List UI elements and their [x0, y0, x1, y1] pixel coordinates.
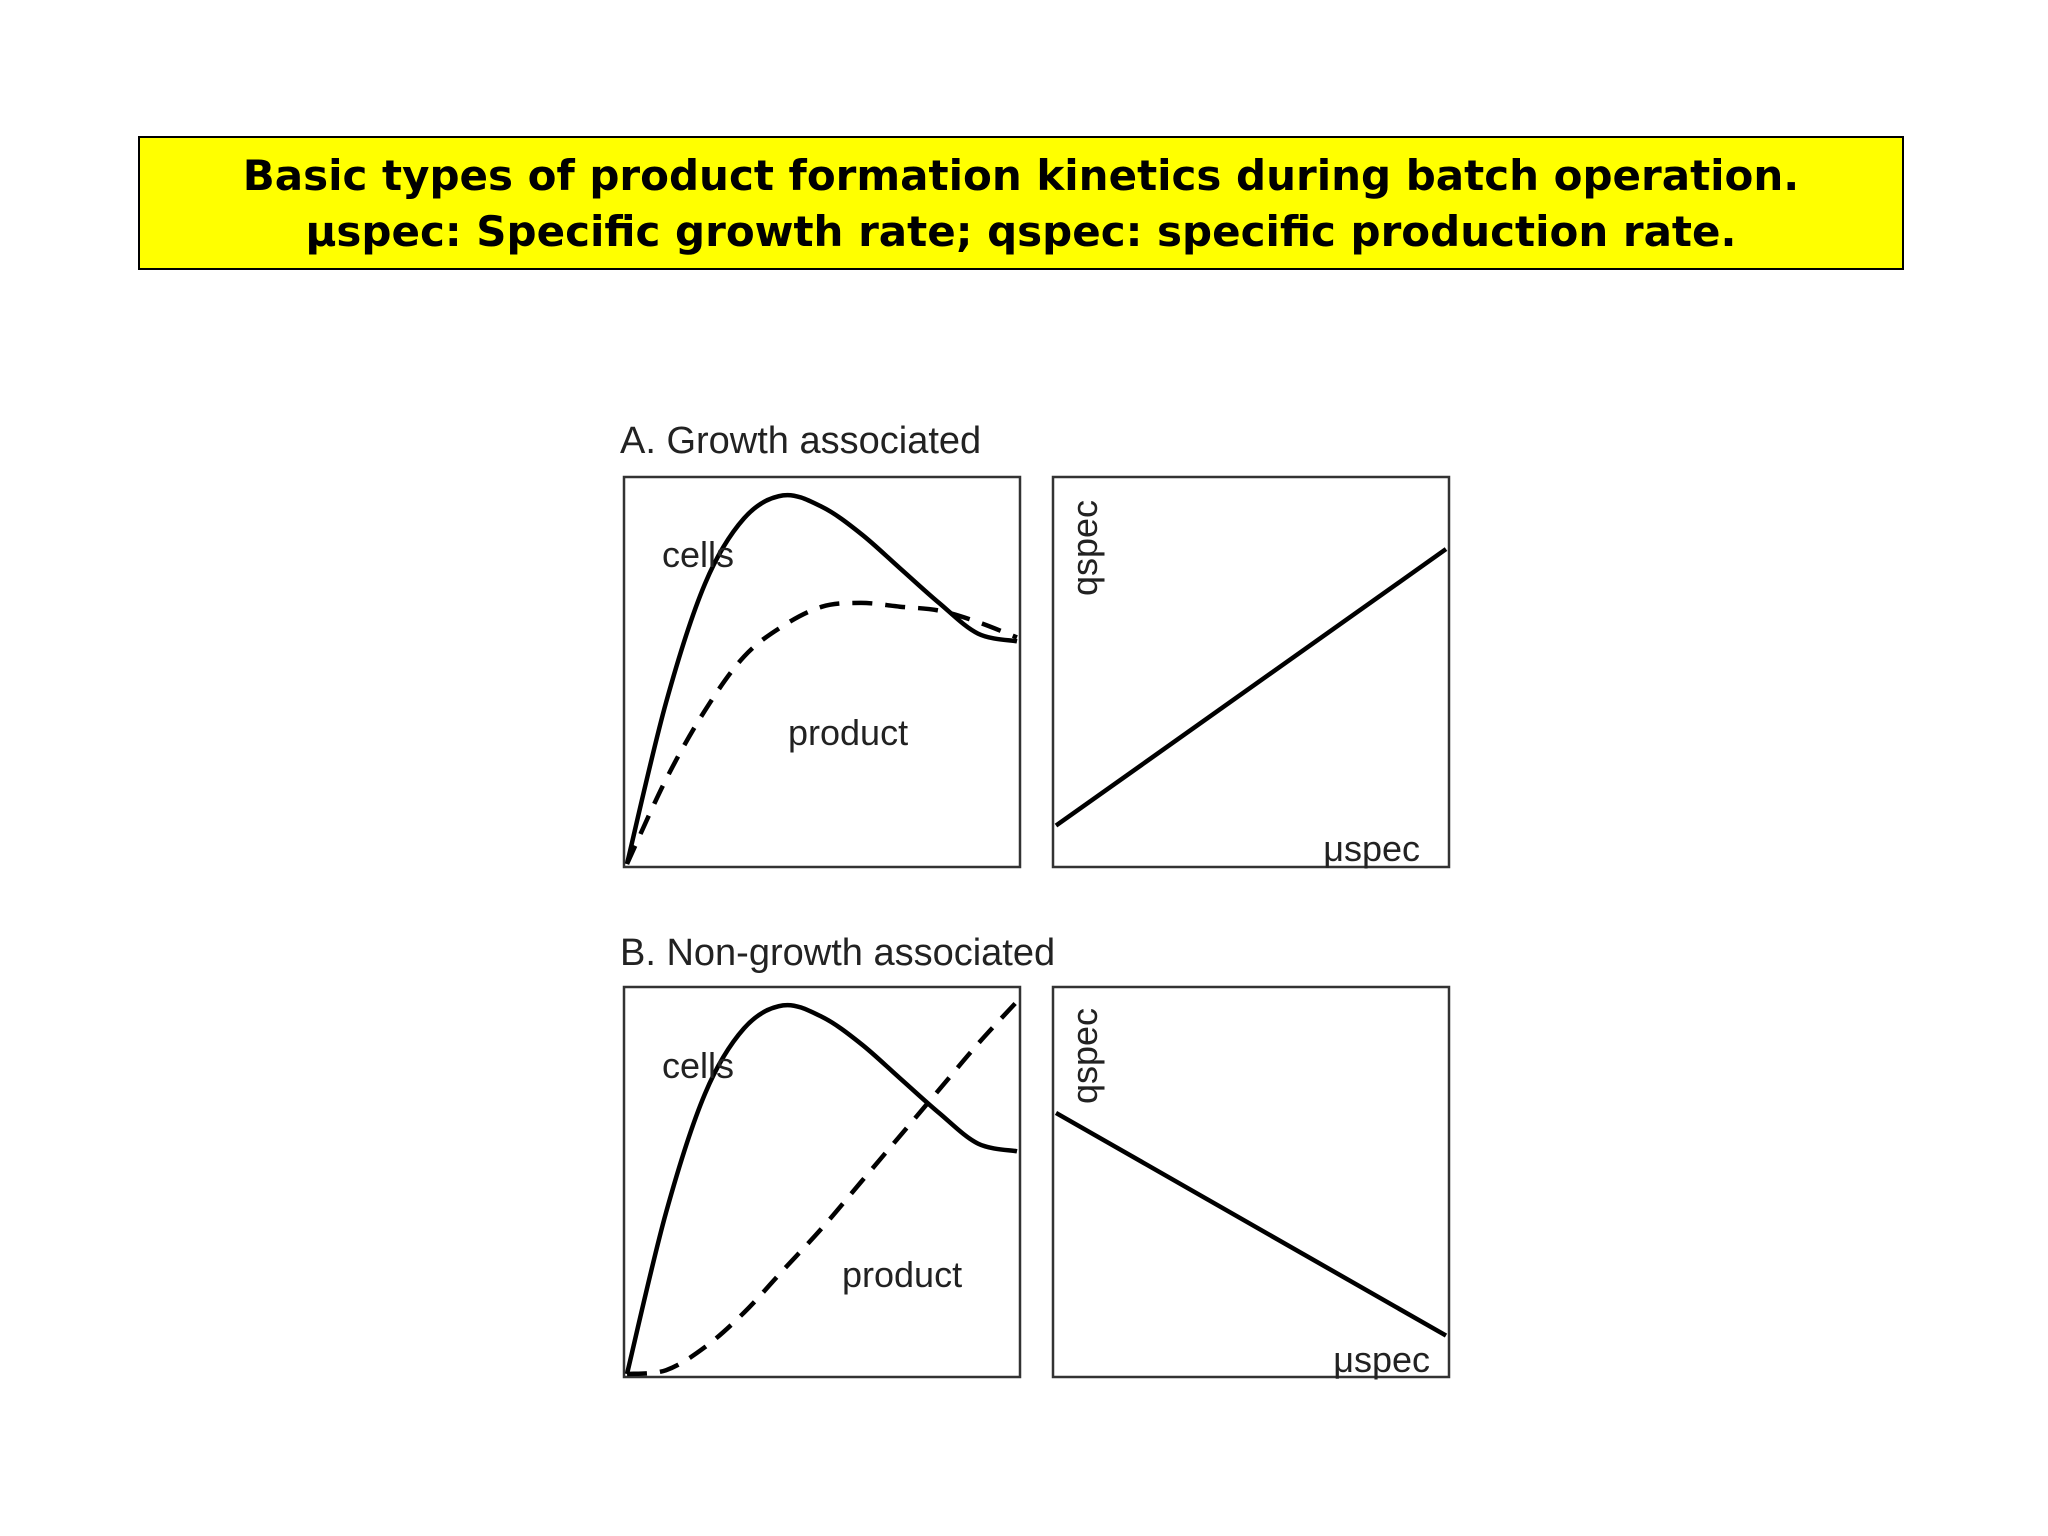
title-banner: Basic types of product formation kinetic…	[138, 136, 1904, 270]
y-axis-label-a: qspec	[1064, 500, 1105, 596]
frame-a-right	[1051, 475, 1451, 869]
plot-b-right: qspec μspec	[1054, 1008, 1448, 1380]
frame-b-right	[1051, 985, 1451, 1379]
series-label-product-b: product	[842, 1254, 962, 1295]
cells-line-c	[624, 1002, 1018, 1375]
series-label-cells-b: cells	[662, 1045, 734, 1086]
product-line-c	[626, 999, 1019, 1377]
plot-a-right: qspec μspec	[1054, 500, 1448, 869]
series-line-d	[1054, 1110, 1448, 1338]
series-label-cells-a: cells	[662, 534, 734, 575]
x-axis-label-b: μspec	[1333, 1339, 1430, 1380]
x-axis-label-a: μspec	[1323, 828, 1420, 869]
plot-a-left: cells product	[624, 492, 1018, 865]
series-label-product-a: product	[788, 712, 908, 753]
title-line-1: Basic types of product formation kinetic…	[242, 151, 1800, 200]
panel-b-heading: B. Non-growth associated	[620, 932, 1056, 974]
product-line-a	[624, 600, 1018, 865]
frame-b-left	[622, 985, 1022, 1379]
y-axis-label-b: qspec	[1064, 1008, 1105, 1104]
frame-a-left	[622, 475, 1022, 869]
panel-a-heading: A. Growth associated	[620, 420, 982, 462]
cells-line-a	[624, 492, 1018, 865]
plot-b-left: cells product	[624, 999, 1019, 1377]
title-line-2: μspec: Specific growth rate; qspec: spec…	[305, 207, 1737, 256]
series-line-b	[1054, 547, 1448, 828]
